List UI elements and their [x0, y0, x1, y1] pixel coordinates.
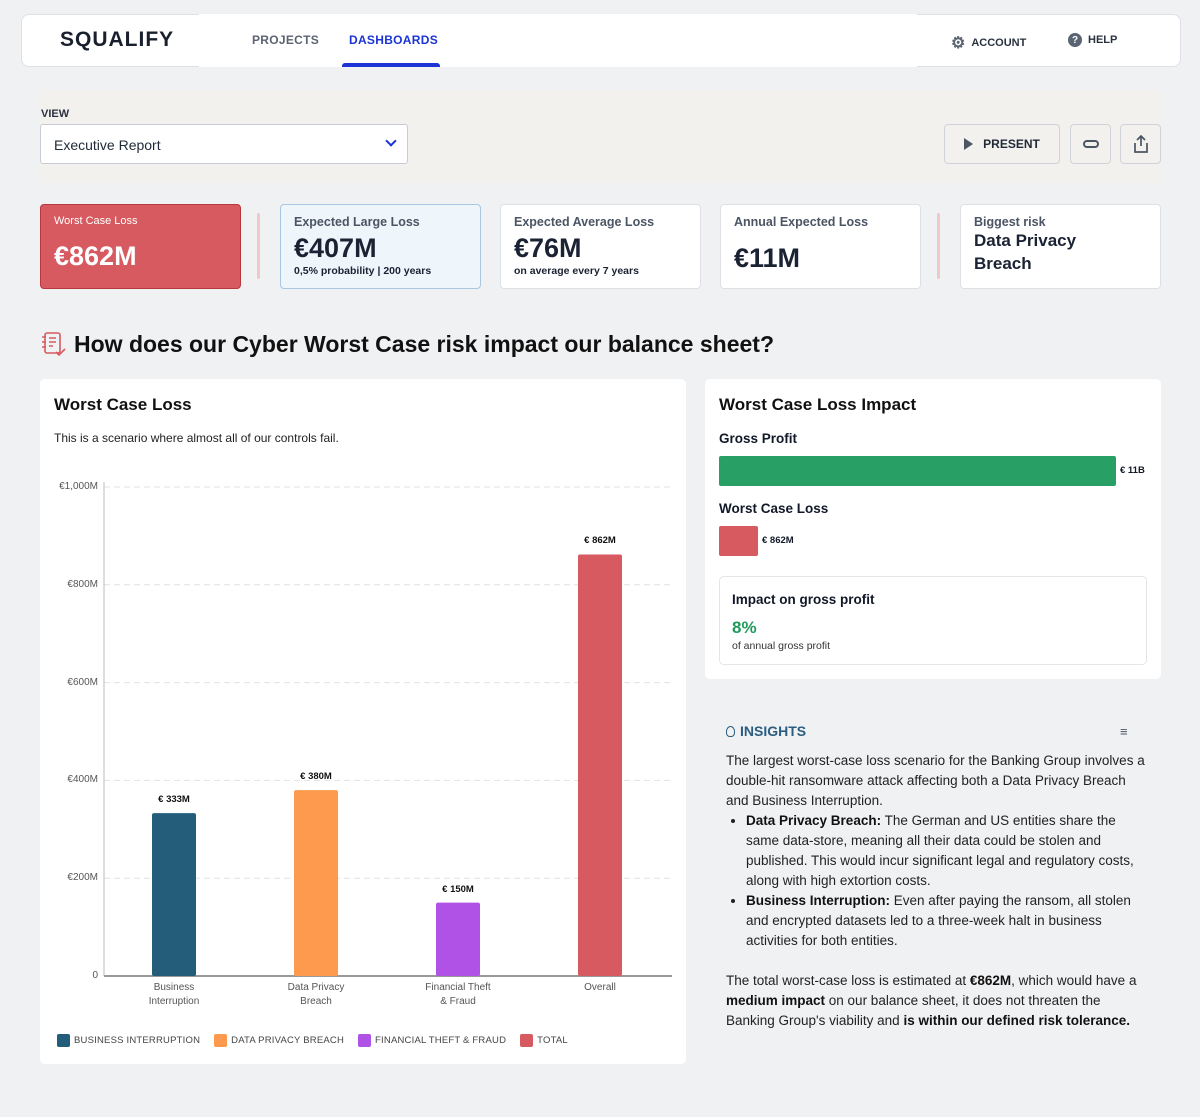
kpi-divider — [257, 213, 260, 279]
legend-swatch — [57, 1034, 70, 1047]
impact-panel — [705, 379, 1161, 679]
worst-case-loss-value: € 862M — [762, 535, 794, 546]
gear-icon: ⚙ — [951, 35, 966, 52]
play-icon — [964, 138, 974, 150]
y-tick-label: €800M — [67, 578, 98, 590]
y-tick-label: €400M — [67, 774, 98, 786]
x-tick-label: Data Privacy Breach — [287, 982, 345, 1007]
y-tick-label: €200M — [67, 872, 98, 884]
bar[interactable] — [436, 902, 480, 976]
legend-swatch — [358, 1034, 372, 1047]
x-tick-label: Overall — [584, 982, 616, 993]
worst-case-loss-label: Worst Case Loss — [719, 501, 829, 516]
bar-value-label: € 150M — [442, 883, 474, 895]
kpi-expected-average-loss: Expected Average Loss €76M on average ev… — [500, 204, 701, 289]
checklist-icon — [42, 332, 66, 357]
insight-bullet: Data Privacy Breach: The German and US e… — [746, 811, 1146, 891]
share-button[interactable] — [1120, 124, 1161, 164]
impact-percent-caption: of annual gross profit — [732, 640, 831, 652]
gross-profit-bar — [719, 456, 1116, 486]
copy-link-button[interactable] — [1070, 124, 1111, 164]
present-button[interactable]: PRESENT — [944, 124, 1060, 164]
impact-box — [719, 576, 1147, 665]
view-label: VIEW — [41, 108, 70, 120]
kpi-biggest-risk: Biggest risk Data Privacy Breach — [960, 204, 1161, 289]
y-tick-label: €1,000M — [59, 481, 98, 492]
edit-notes-icon[interactable]: ≡ — [1120, 724, 1128, 739]
x-tick-label: Business Interruption — [148, 982, 200, 1007]
legend-item: DATA PRIVACY BREACH — [214, 1034, 344, 1047]
help-link[interactable]: ? HELP — [1068, 33, 1117, 47]
y-tick-label: 0 — [92, 970, 98, 981]
bar-value-label: € 862M — [584, 535, 616, 547]
share-icon — [1133, 135, 1148, 153]
x-tick-label: Financial Theft & Fraud — [425, 982, 491, 1007]
impact-percent: 8% — [732, 618, 757, 637]
legend-swatch — [214, 1034, 228, 1047]
logo[interactable]: SQUALIFY — [60, 28, 175, 51]
bar-value-label: € 380M — [300, 771, 332, 783]
lightbulb-icon — [726, 725, 735, 737]
account-link[interactable]: ⚙ ACCOUNT — [951, 35, 1027, 52]
impact-title: Worst Case Loss Impact — [719, 395, 917, 414]
insights-text: The largest worst-case loss scenario for… — [726, 751, 1146, 1031]
kpi-annual-expected-loss: Annual Expected Loss €11M — [720, 204, 921, 289]
header-right — [917, 14, 1181, 67]
bar[interactable] — [294, 790, 338, 976]
bar[interactable] — [578, 554, 622, 976]
legend-item: FINANCIAL THEFT & FRAUD — [358, 1034, 506, 1047]
worst-case-loss-bar — [719, 526, 758, 556]
tab-projects[interactable]: PROJECTS — [252, 33, 320, 47]
kpi-divider — [937, 213, 940, 279]
kpi-expected-large-loss: Expected Large Loss €407M 0,5% probabili… — [280, 204, 481, 289]
help-icon: ? — [1068, 33, 1082, 47]
impact-box-title: Impact on gross profit — [732, 592, 875, 607]
link-icon — [1082, 140, 1099, 148]
header-nav — [199, 14, 919, 67]
y-tick-label: €600M — [67, 676, 98, 688]
chart-title: Worst Case Loss — [54, 395, 192, 414]
legend-item: TOTAL — [520, 1034, 568, 1047]
bar-chart — [103, 482, 672, 977]
gross-profit-value: € 11B — [1120, 465, 1145, 476]
legend-item: BUSINESS INTERRUPTION — [57, 1034, 200, 1047]
chart-description: This is a scenario where almost all of o… — [54, 431, 339, 445]
view-select[interactable]: Executive Report — [40, 124, 408, 164]
active-tab-indicator — [342, 63, 440, 67]
insight-bullet: Business Interruption: Even after paying… — [746, 891, 1146, 951]
tab-dashboards[interactable]: DASHBOARDS — [349, 33, 439, 47]
bar-value-label: € 333M — [158, 794, 190, 806]
kpi-worst-case-loss: Worst Case Loss €862M — [40, 204, 241, 289]
bar[interactable] — [152, 813, 196, 976]
header-left — [21, 14, 201, 67]
insight-conclusion: The total worst-case loss is estimated a… — [726, 973, 1137, 1028]
insights-header: INSIGHTS — [726, 723, 806, 739]
legend-swatch — [520, 1034, 534, 1047]
gross-profit-label: Gross Profit — [719, 431, 798, 446]
chart-legend: BUSINESS INTERRUPTION DATA PRIVACY BREAC… — [57, 1034, 568, 1047]
section-title: How does our Cyber Worst Case risk impac… — [74, 331, 774, 357]
